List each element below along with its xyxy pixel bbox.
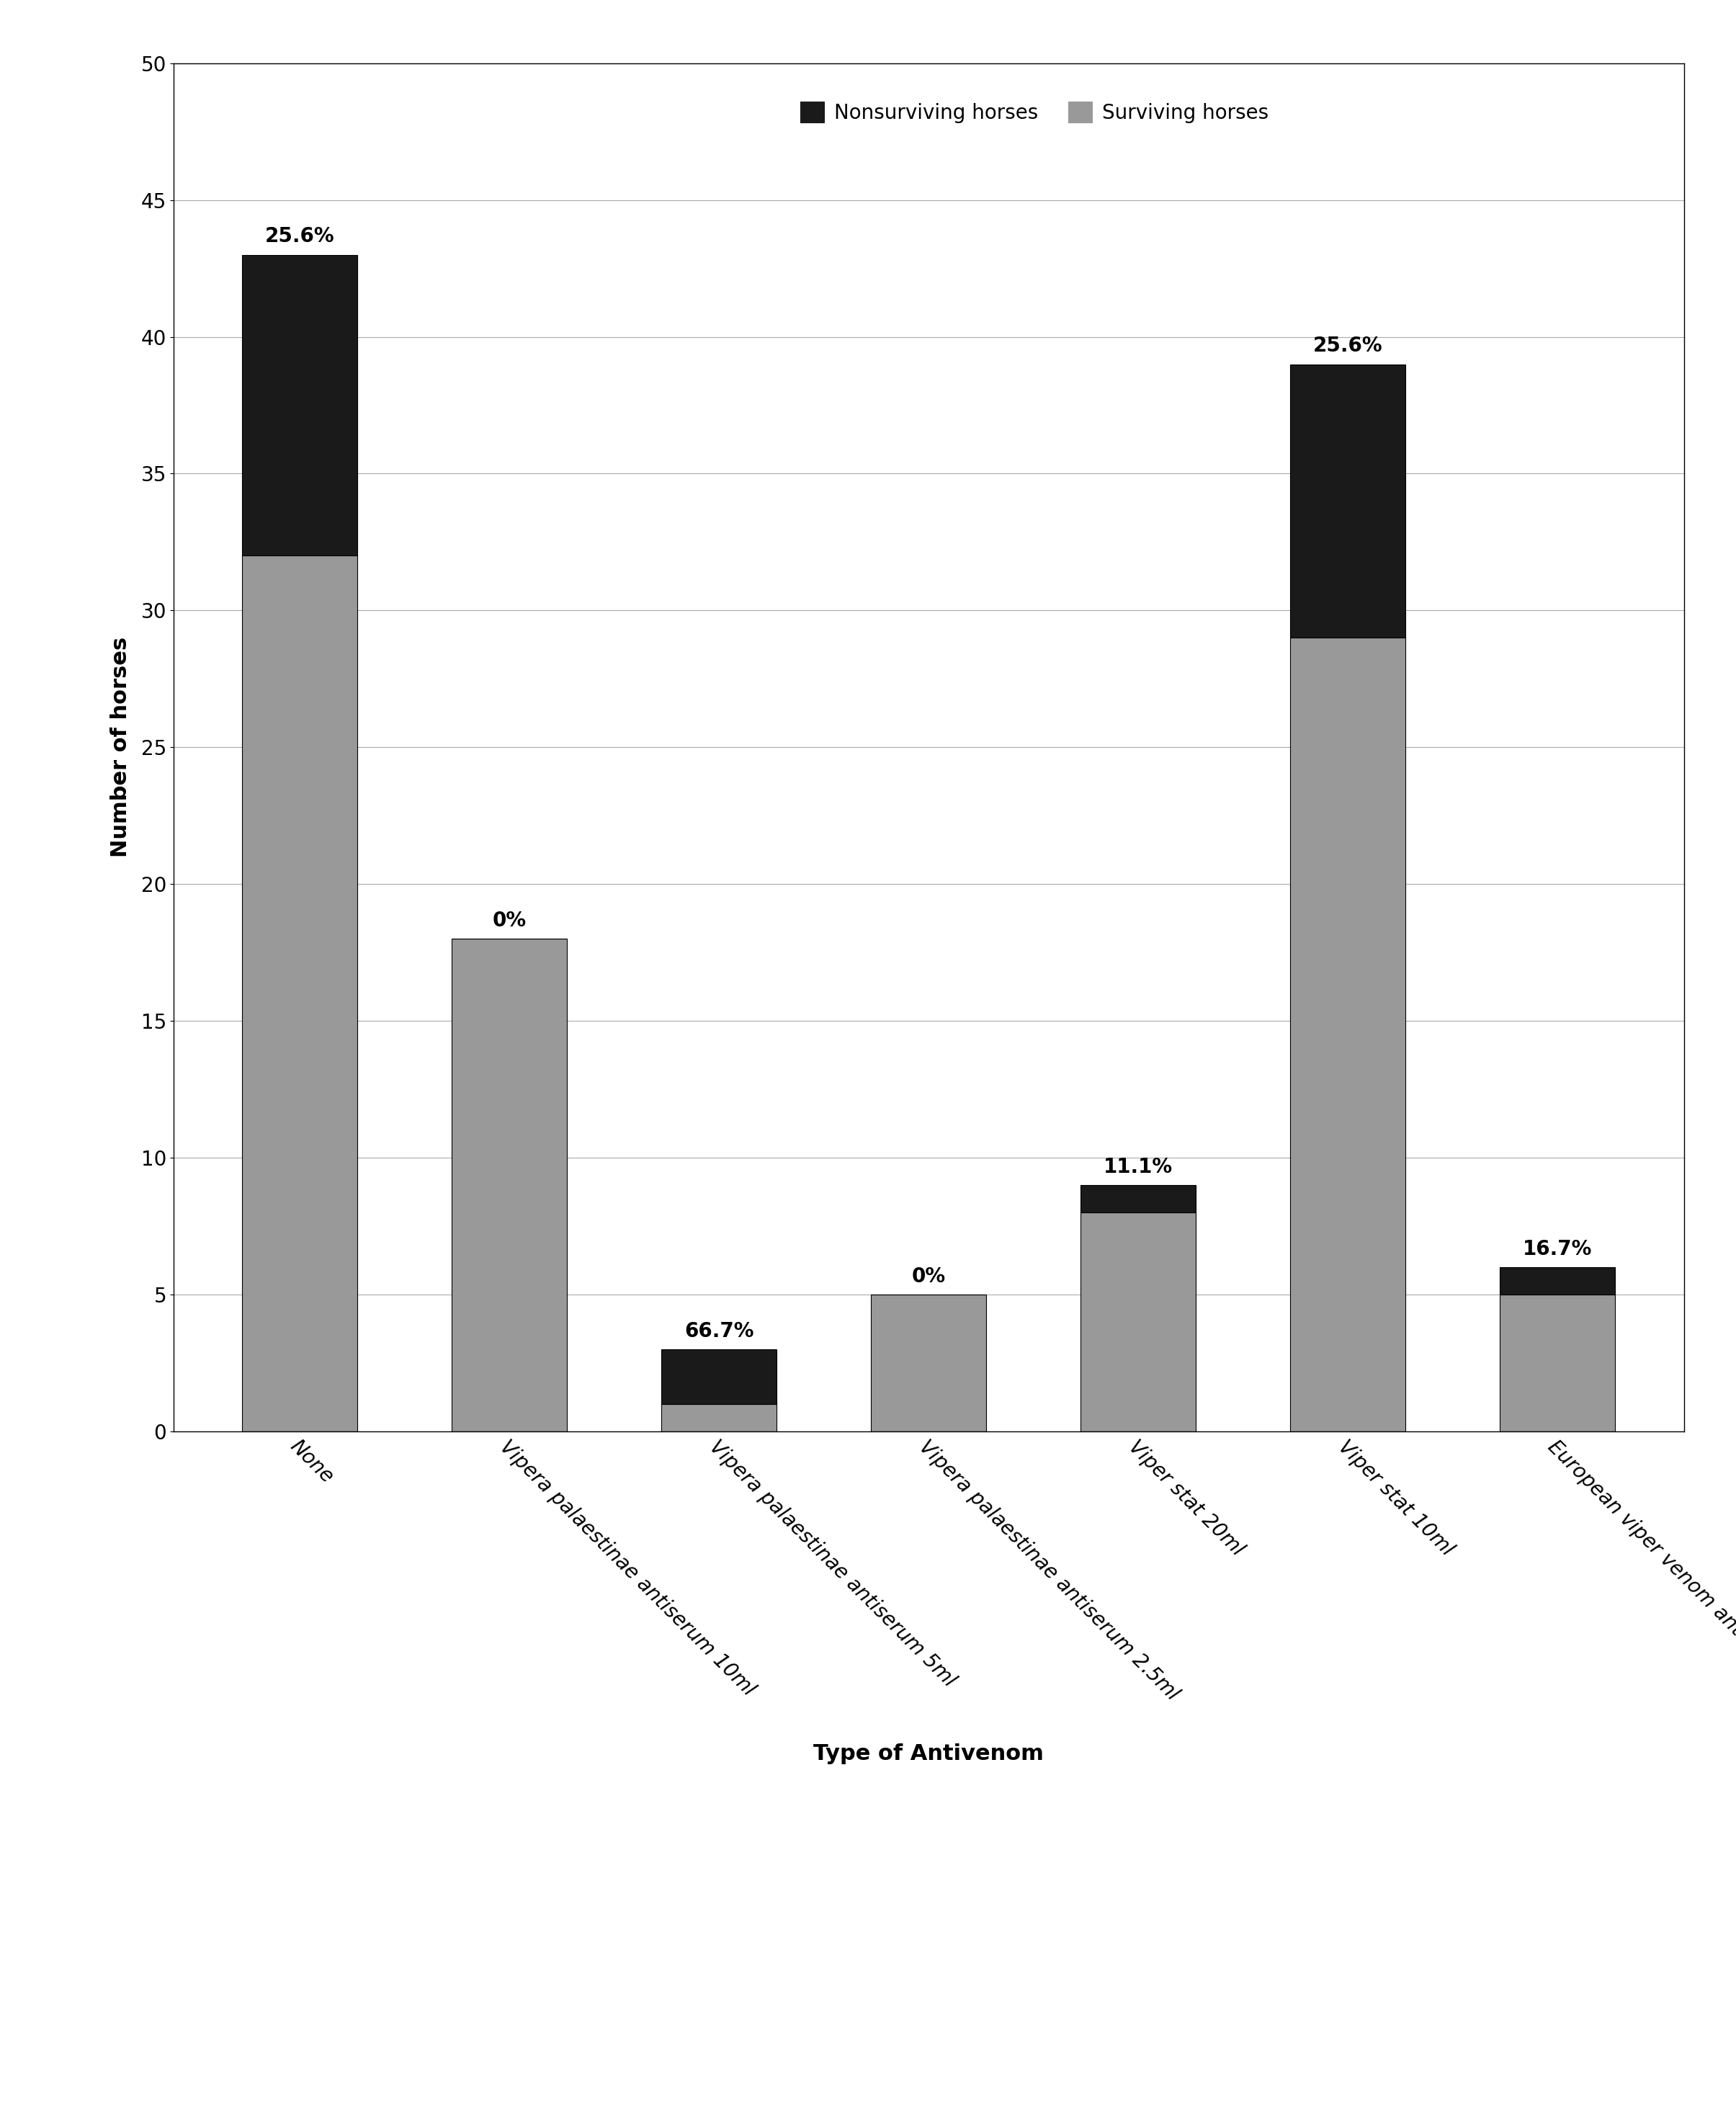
Bar: [1082, 1185, 1196, 1212]
Bar: [871, 1295, 986, 1431]
Bar: [1500, 1295, 1614, 1431]
Bar: [1082, 1212, 1196, 1431]
Text: 66.7%: 66.7%: [684, 1322, 753, 1341]
Bar: [1500, 1267, 1614, 1295]
Bar: [1290, 638, 1406, 1431]
Text: 11.1%: 11.1%: [1104, 1158, 1174, 1177]
Bar: [243, 556, 358, 1431]
Bar: [661, 1349, 776, 1404]
Bar: [451, 939, 568, 1431]
Text: 0%: 0%: [911, 1267, 946, 1286]
Text: 0%: 0%: [493, 911, 526, 930]
X-axis label: Type of Antivenom: Type of Antivenom: [814, 1743, 1043, 1764]
Bar: [1290, 364, 1406, 638]
Bar: [243, 255, 358, 556]
Legend: Nonsurviving horses, Surviving horses: Nonsurviving horses, Surviving horses: [792, 95, 1276, 131]
Y-axis label: Number of horses: Number of horses: [109, 638, 130, 857]
Text: 16.7%: 16.7%: [1522, 1240, 1592, 1259]
Text: 25.6%: 25.6%: [1312, 337, 1384, 356]
Bar: [661, 1404, 776, 1431]
Text: 25.6%: 25.6%: [266, 227, 335, 246]
